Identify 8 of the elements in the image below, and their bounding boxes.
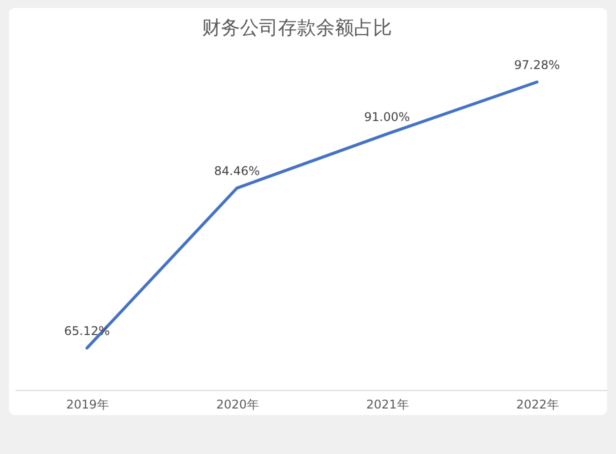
- x-tick-label: 2022年: [516, 398, 559, 412]
- x-tick-label: 2019年: [66, 398, 109, 412]
- data-label: 84.46%: [214, 164, 260, 178]
- data-label: 91.00%: [364, 110, 410, 124]
- data-label: 97.28%: [514, 58, 560, 72]
- x-tick-label: 2020年: [216, 398, 259, 412]
- chart-title: 财务公司存款余额占比: [202, 17, 392, 39]
- x-tick-label: 2021年: [366, 398, 409, 412]
